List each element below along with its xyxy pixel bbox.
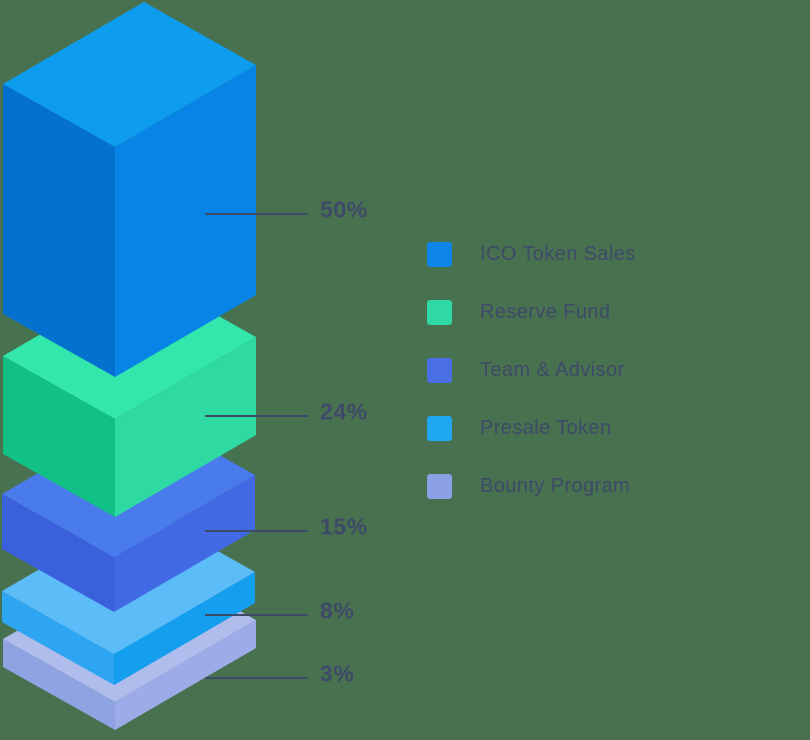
callout-line-15 (205, 530, 308, 532)
legend-swatch-ico-token-sales (427, 242, 452, 267)
legend-swatch-bounty-program (427, 474, 452, 499)
legend-label-team-advisor: Team & Advisor (480, 359, 625, 381)
callout-line-24 (205, 415, 308, 417)
pct-label-50: 50% (320, 196, 368, 223)
callout-line-8 (205, 614, 308, 616)
segment-1-left-face (3, 356, 115, 517)
legend: ICO Token Sales Reserve Fund Team & Advi… (427, 242, 636, 532)
segment-0-left-face (3, 84, 115, 377)
pct-label-15: 15% (320, 513, 368, 540)
pct-label-8: 8% (320, 597, 355, 624)
segment-4-right-face (115, 620, 256, 730)
legend-row-presale-token: Presale Token (427, 416, 636, 441)
legend-label-bounty-program: Bounty Program (480, 475, 631, 497)
segment-2-right-face (114, 475, 255, 612)
segment-3-right-face (114, 572, 255, 685)
legend-swatch-presale-token (427, 416, 452, 441)
legend-label-presale-token: Presale Token (480, 417, 612, 439)
segment-3-left-face (2, 591, 114, 685)
legend-label-ico-token-sales: ICO Token Sales (480, 243, 636, 265)
legend-swatch-team-advisor (427, 358, 452, 383)
segment-4-left-face (3, 639, 115, 730)
legend-row-bounty-program: Bounty Program (427, 474, 636, 499)
segment-1-right-face (115, 337, 256, 517)
callout-line-3 (205, 677, 308, 679)
segment-2-left-face (2, 494, 114, 612)
callout-line-50 (205, 213, 308, 215)
segment-0-top-face (3, 2, 256, 147)
legend-row-team-advisor: Team & Advisor (427, 358, 636, 383)
legend-row-reserve-fund: Reserve Fund (427, 300, 636, 325)
pct-label-3: 3% (320, 660, 355, 687)
legend-row-ico-token-sales: ICO Token Sales (427, 242, 636, 267)
segment-0-right-face (115, 65, 256, 377)
legend-label-reserve-fund: Reserve Fund (480, 301, 611, 323)
legend-swatch-reserve-fund (427, 300, 452, 325)
pct-label-24: 24% (320, 398, 368, 425)
